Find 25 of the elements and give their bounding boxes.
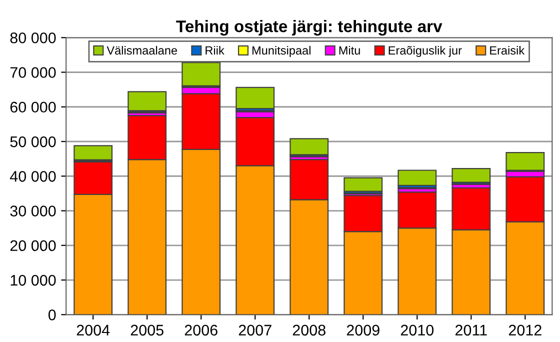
legend-label: Riik	[206, 46, 224, 54]
x-tick-label: 2010	[400, 324, 434, 336]
y-tick-label: 20 000	[10, 240, 56, 252]
legend-label: Välismaalane	[106, 46, 178, 55]
x-tick-label: 2008	[292, 324, 326, 336]
y-tick-label: 50 000	[10, 136, 56, 148]
x-tick-label: 2007	[238, 324, 272, 336]
x-tick-label: 2006	[184, 324, 218, 336]
chart-title: Tehing ostjate järgi: tehingute arv	[176, 20, 442, 36]
x-tick-label: 2005	[130, 324, 164, 336]
legend-label: Eraõiguslik jur	[388, 46, 462, 57]
y-tick-label: 0	[48, 310, 56, 320]
y-tick-label: 40 000	[10, 171, 56, 182]
legend-label: Munitsipaal	[252, 46, 310, 57]
x-tick-label: 2012	[508, 324, 542, 336]
x-tick-label: 2004	[76, 324, 110, 336]
legend-label: Eraisik	[490, 46, 525, 55]
y-tick-label: 30 000	[10, 206, 56, 216]
x-tick-label: 2011	[455, 324, 487, 336]
y-tick-label: 80 000	[10, 32, 56, 44]
y-tick-label: 70 000	[10, 67, 56, 78]
y-tick-label: 60 000	[10, 102, 56, 113]
legend-label: Mitu	[339, 46, 360, 55]
y-tick-label: 10 000	[10, 274, 56, 286]
x-tick-label: 2009	[346, 324, 380, 336]
